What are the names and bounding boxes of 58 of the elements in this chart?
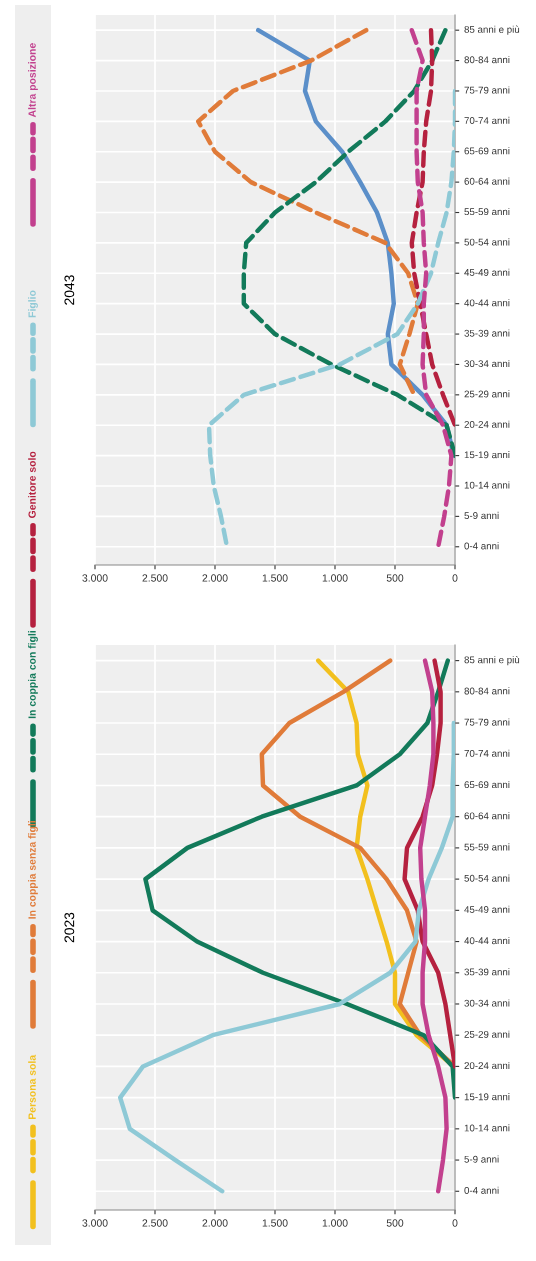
y-tick-label: 30-34 anni [464, 359, 510, 368]
y-tick-label: 25-29 anni [464, 390, 510, 398]
text: Altra posizione [28, 43, 38, 118]
x-tick-label: 2.000 [202, 574, 228, 582]
x-tick-label: 1.000 [322, 1219, 348, 1227]
x-tick-label: 3.000 [82, 1219, 108, 1227]
y-tick-label: 15-19 anni [464, 1093, 510, 1101]
y-tick-label: 45-49 anni [464, 905, 510, 913]
x-tick-label: 0 [452, 1219, 458, 1227]
y-tick-label: 5-9 anni [464, 1155, 499, 1163]
text: In coppia senza figli [28, 821, 38, 919]
y-tick-label: 35-39 anni [464, 329, 510, 337]
y-tick-label: 40-44 anni [464, 937, 510, 945]
text: In coppia con figli [28, 631, 38, 719]
y-tick-label: 55-59 anni [464, 843, 510, 851]
x-tick-label: 2.500 [142, 574, 168, 582]
y-tick-label: 10-14 anni [464, 481, 510, 489]
y-tick-label: 70-74 anni [464, 116, 510, 124]
y-tick-label: 25-29 anni [464, 1030, 510, 1038]
y-tick-label: 20-24 anni [464, 420, 510, 428]
x-tick-label: 1.500 [262, 1219, 288, 1227]
y-tick-label: 0-4 anni [464, 542, 499, 550]
y-tick-label: 45-49 anni [464, 268, 510, 276]
y-tick-label: 0-4 anni [464, 1186, 499, 1194]
y-tick-label: 40-44 anni [464, 299, 510, 307]
y-tick-label: 75-79 anni [464, 86, 510, 94]
text: 2043 [64, 275, 75, 305]
y-tick-label: 80-84 anni [464, 56, 510, 64]
text: Genitore solo [28, 451, 36, 518]
x-tick-label: 1.000 [322, 574, 348, 582]
y-tick-label: 60-64 anni [464, 812, 510, 820]
x-tick-label: 1.500 [262, 574, 288, 582]
y-tick-label: 15-19 anni [464, 451, 510, 459]
y-tick-label: 85 anni e più [464, 656, 520, 666]
y-tick-label: 80-84 anni [464, 687, 510, 695]
y-tick-label: 60-64 anni [464, 177, 510, 185]
y-tick-label: 35-39 anni [464, 968, 510, 976]
y-tick-label: 65-69 anni [464, 147, 510, 155]
text: 2023 [64, 912, 75, 943]
y-tick-label: 75-79 anni [464, 718, 510, 726]
y-tick-label: 30-34 anni [464, 999, 510, 1007]
x-tick-label: 2.000 [202, 1219, 228, 1227]
x-tick-label: 500 [386, 1219, 404, 1227]
y-tick-label: 5-9 anni [464, 511, 499, 519]
y-tick-label: 65-69 anni [464, 780, 510, 789]
y-tick-label: 10-14 anni [464, 1124, 510, 1132]
x-tick-label: 2.500 [142, 1219, 168, 1227]
y-tick-label: 85 anni e più [464, 25, 520, 35]
x-tick-label: 3.000 [82, 574, 108, 582]
y-tick-label: 70-74 anni [464, 749, 510, 757]
text: Figlio [28, 290, 38, 318]
x-tick-label: 500 [386, 574, 404, 582]
x-tick-label: 0 [452, 574, 458, 582]
text: Persona sola [28, 1054, 36, 1120]
y-tick-label: 55-59 anni [464, 207, 510, 216]
y-tick-label: 50-54 anni [464, 874, 510, 882]
y-tick-label: 50-54 anni [464, 238, 510, 246]
y-tick-label: 20-24 anni [464, 1061, 510, 1070]
